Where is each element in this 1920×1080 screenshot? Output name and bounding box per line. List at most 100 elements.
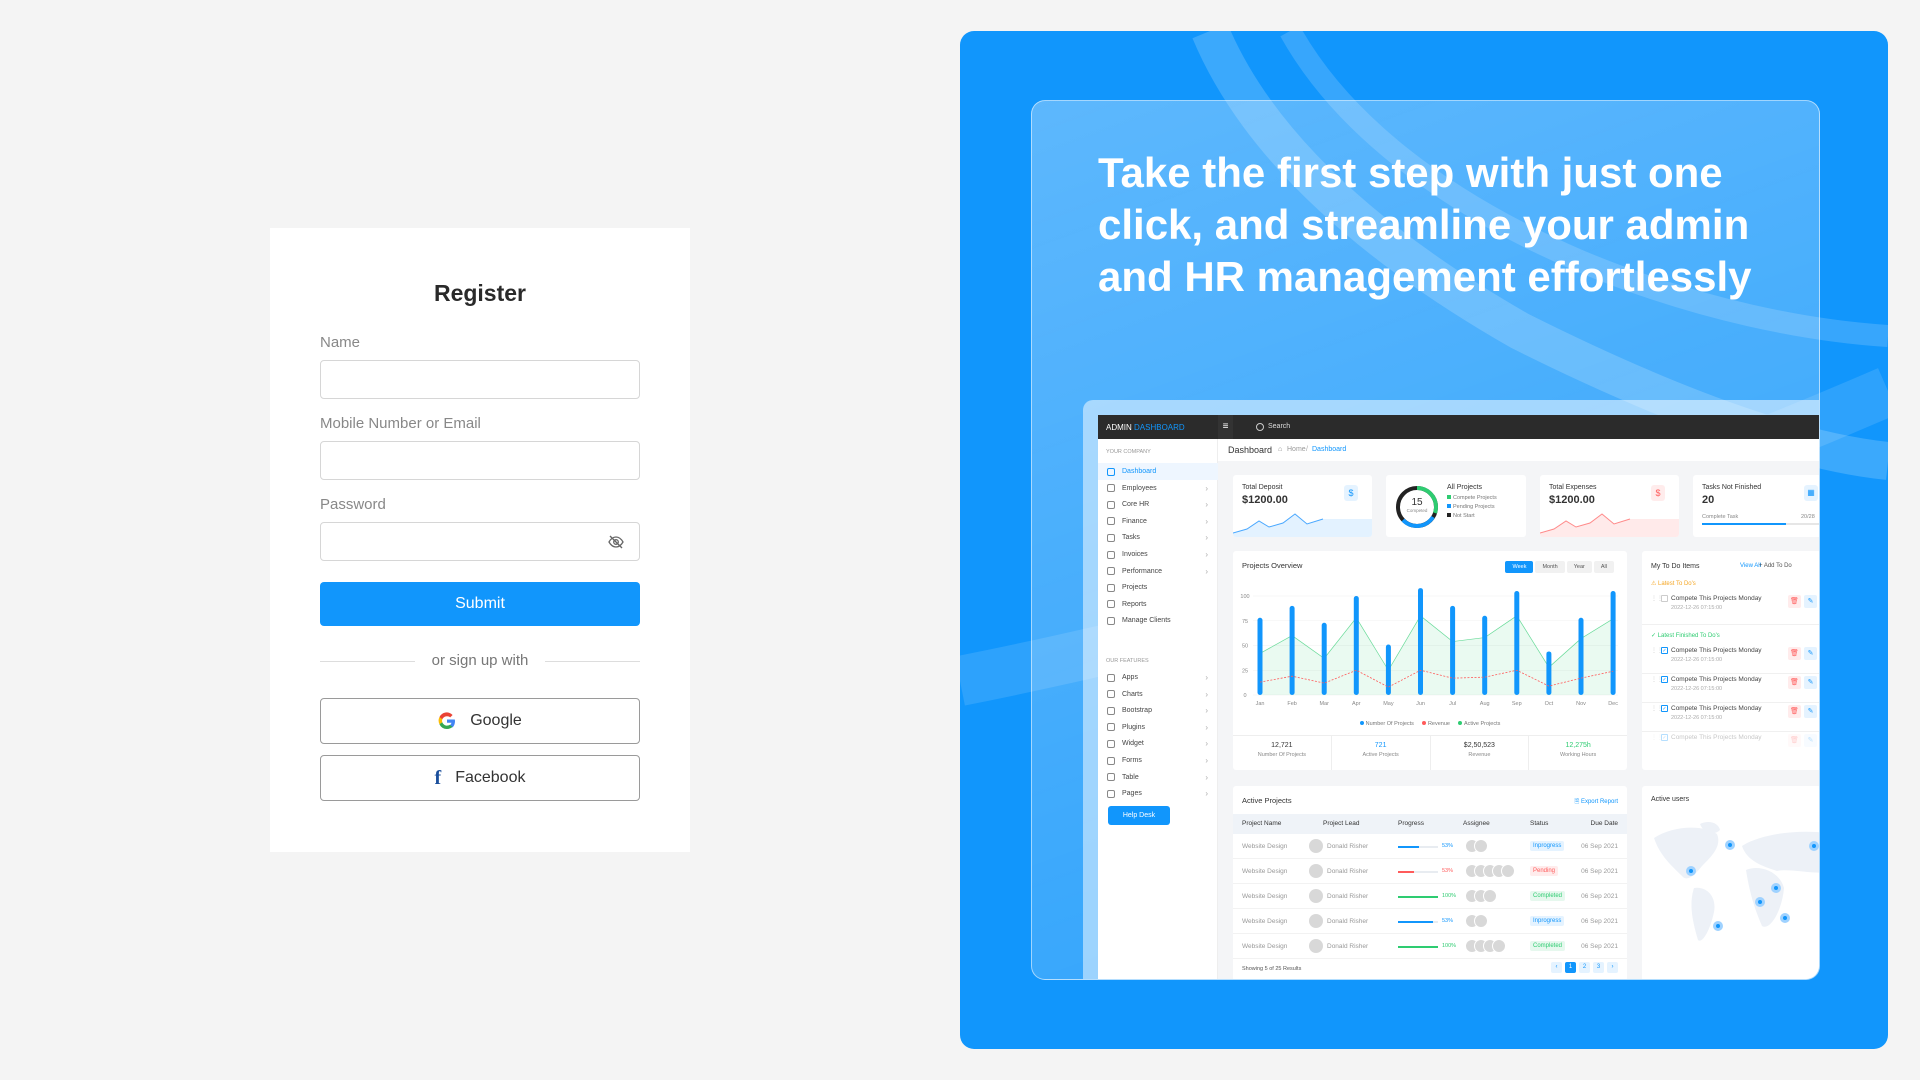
sidebar-item-forms[interactable]: Forms › xyxy=(1098,752,1218,769)
sidebar-item-table[interactable]: Table › xyxy=(1098,769,1218,786)
export-report-button[interactable]: 🗎 Export Report xyxy=(1574,799,1618,805)
contact-label: Mobile Number or Email xyxy=(320,415,481,432)
edit-icon[interactable]: ✎ xyxy=(1804,595,1817,608)
edit-icon[interactable]: ✎ xyxy=(1804,705,1817,718)
add-todo-button[interactable]: + Add To Do xyxy=(1759,563,1792,569)
drag-handle-icon[interactable]: ⋮⋮ xyxy=(1651,648,1663,654)
delete-icon[interactable]: 🗑 xyxy=(1788,705,1801,718)
task-progress xyxy=(1702,523,1819,525)
menu-icon[interactable]: ≡ xyxy=(1218,415,1233,439)
password-input[interactable] xyxy=(320,522,640,561)
todo-checkbox[interactable]: ✓ xyxy=(1661,676,1668,683)
sidebar-item-core-hr[interactable]: Core HR › xyxy=(1098,496,1218,513)
google-button[interactable]: Google xyxy=(320,698,640,744)
stat-value: 20 xyxy=(1702,494,1715,506)
sidebar-item-bootstrap[interactable]: Bootstrap › xyxy=(1098,702,1218,719)
tab-week[interactable]: Week xyxy=(1505,561,1534,573)
sidebar-section: YOUR COMPANY xyxy=(1106,449,1151,455)
todo-checkbox[interactable]: ✓ xyxy=(1661,647,1668,654)
submit-button[interactable]: Submit xyxy=(320,582,640,626)
search-input[interactable]: Search xyxy=(1268,423,1291,430)
edit-icon[interactable]: ✎ xyxy=(1804,647,1817,660)
table-row[interactable]: Website Design Donald Risher 53% Inprogress… xyxy=(1233,834,1627,859)
name-input[interactable] xyxy=(320,360,640,399)
sidebar-item-tasks[interactable]: Tasks › xyxy=(1098,529,1218,546)
tab-month[interactable]: Month xyxy=(1535,561,1565,573)
sidebar-item-label: Table xyxy=(1122,773,1139,781)
table-row[interactable]: Website Design Donald Risher 100% Completed… xyxy=(1233,934,1627,959)
column-header: Assignee xyxy=(1463,820,1490,827)
delete-icon[interactable]: 🗑 xyxy=(1788,647,1801,660)
sidebar-item-pages[interactable]: Pages › xyxy=(1098,785,1218,802)
contact-input[interactable] xyxy=(320,441,640,480)
summary-value: $2,50,523 xyxy=(1463,742,1495,749)
page-3-button[interactable]: 3 xyxy=(1593,962,1604,973)
sidebar-item-widget[interactable]: Widget › xyxy=(1098,735,1218,752)
todo-item: ⋮⋮ ✓ Compete This Projects Monday 2022-12-2… xyxy=(1642,705,1819,732)
bar-dec xyxy=(1610,591,1616,695)
next-page-button[interactable]: › xyxy=(1607,962,1618,973)
invoice-icon xyxy=(1107,550,1115,559)
project-name: Website Design xyxy=(1242,943,1288,950)
sidebar-item-finance[interactable]: Finance › xyxy=(1098,513,1218,530)
eye-off-icon[interactable] xyxy=(608,534,624,550)
breadcrumb-home[interactable]: Home xyxy=(1287,446,1306,453)
divider xyxy=(1642,624,1819,625)
active-users-card: Active users xyxy=(1642,786,1819,979)
drag-handle-icon[interactable]: ⋮⋮ xyxy=(1651,735,1663,741)
sidebar-item-apps[interactable]: Apps › xyxy=(1098,669,1218,686)
sidebar-item-invoices[interactable]: Invoices › xyxy=(1098,546,1218,563)
delete-icon[interactable]: 🗑 xyxy=(1788,734,1801,747)
table-row[interactable]: Website Design Donald Risher 100% Completed… xyxy=(1233,884,1627,909)
todo-item: ⋮⋮ ✓ Compete This Projects Monday 2022-12-2… xyxy=(1642,647,1819,674)
progress-fill xyxy=(1398,946,1438,948)
todo-checkbox[interactable] xyxy=(1661,595,1668,602)
page-2-button[interactable]: 2 xyxy=(1579,962,1590,973)
sidebar-item-projects[interactable]: Projects xyxy=(1098,579,1218,596)
table-row[interactable]: Website Design Donald Risher 53% Inprogress… xyxy=(1233,909,1627,934)
todo-text: Compete This Projects Monday xyxy=(1671,676,1762,683)
tab-all[interactable]: All xyxy=(1593,561,1614,573)
table-row[interactable]: Website Design Donald Risher 53% Pending 06 … xyxy=(1233,859,1627,884)
pie-icon xyxy=(1107,500,1115,509)
sidebar-item-performance[interactable]: Performance › xyxy=(1098,563,1218,580)
search-icon[interactable] xyxy=(1256,423,1264,431)
user-location-dot xyxy=(1728,843,1732,847)
delete-icon[interactable]: 🗑 xyxy=(1788,676,1801,689)
chevron-right-icon: › xyxy=(1205,516,1208,526)
view-all-link[interactable]: View All xyxy=(1740,563,1761,569)
progress-bar xyxy=(1398,921,1438,923)
delete-icon[interactable]: 🗑 xyxy=(1788,595,1801,608)
sidebar-item-label: Charts xyxy=(1122,690,1143,698)
tab-year[interactable]: Year xyxy=(1566,561,1592,573)
sidebar-item-charts[interactable]: Charts › xyxy=(1098,686,1218,703)
sidebar-item-employees[interactable]: Employees › xyxy=(1098,480,1218,497)
project-name: Website Design xyxy=(1242,893,1288,900)
task-sub: Complete Task xyxy=(1702,514,1739,520)
drag-handle-icon[interactable]: ⋮⋮ xyxy=(1651,706,1663,712)
file-icon xyxy=(1107,600,1115,609)
page-1-button[interactable]: 1 xyxy=(1565,962,1576,973)
stat-card-deposit: Total Deposit $1200.00 $ xyxy=(1233,475,1372,537)
drag-handle-icon[interactable]: ⋮⋮ xyxy=(1651,677,1663,683)
drag-handle-icon[interactable]: ⋮⋮ xyxy=(1651,596,1663,602)
edit-icon[interactable]: ✎ xyxy=(1804,734,1817,747)
breadcrumb-current[interactable]: Dashboard xyxy=(1312,446,1347,453)
edit-icon[interactable]: ✎ xyxy=(1804,676,1817,689)
google-icon xyxy=(438,712,456,730)
sidebar-item-manage-clients[interactable]: Manage Clients xyxy=(1098,612,1218,629)
legend-dot xyxy=(1447,504,1451,508)
todo-checkbox[interactable]: ✓ xyxy=(1661,705,1668,712)
card-title: My To Do Items xyxy=(1651,563,1700,570)
facebook-button[interactable]: f Facebook xyxy=(320,755,640,801)
help-desk-button[interactable]: Help Desk xyxy=(1108,806,1170,825)
sidebar-item-reports[interactable]: Reports xyxy=(1098,596,1218,613)
sidebar-item-dashboard[interactable]: Dashboard xyxy=(1098,463,1218,480)
active-projects-area xyxy=(1260,615,1614,695)
sidebar-item-label: Apps xyxy=(1122,674,1138,681)
todo-checkbox[interactable]: ✓ xyxy=(1661,734,1668,741)
avatar xyxy=(1474,914,1488,928)
stat-value: $1200.00 xyxy=(1549,494,1595,506)
sidebar-item-plugins[interactable]: Plugins › xyxy=(1098,719,1218,736)
prev-page-button[interactable]: ‹ xyxy=(1551,962,1562,973)
